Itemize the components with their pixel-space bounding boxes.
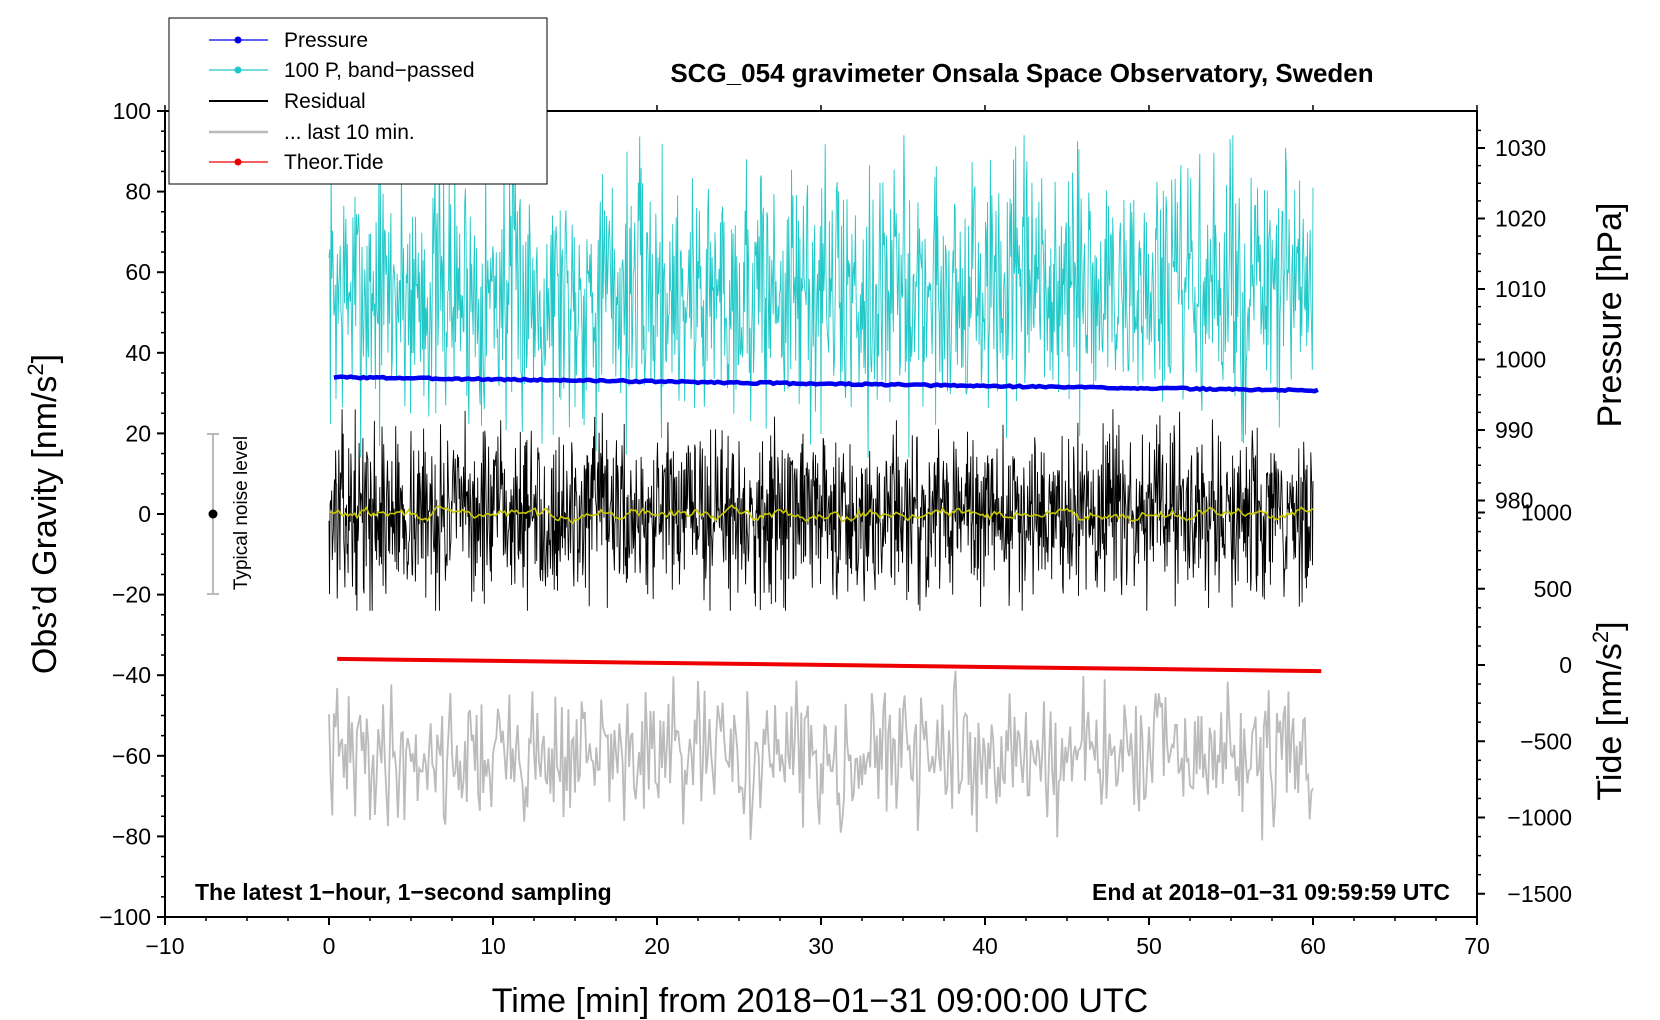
x-tick-label: 40 [972,933,998,959]
tide-tick-label: 1000 [1521,500,1572,526]
series-last-10-min [328,670,1314,841]
series-residual [328,409,1314,611]
chart-title: SCG_054 gravimeter Onsala Space Observat… [670,58,1373,88]
noise-label: Typical noise level [231,436,252,590]
legend-label-residual: Residual [284,90,366,113]
x-tick-label: 10 [480,933,506,959]
tide-tick-label: −500 [1520,728,1572,754]
pressure-axis-label: Pressure [hPa] [1591,203,1629,428]
series-theor-tide [337,656,1322,674]
x-tick-label: 0 [323,933,336,959]
legend-item-residual: Residual [209,90,366,113]
tide-tick-label: −1000 [1507,805,1572,831]
legend-marker-band-passed [234,66,242,74]
legend: Pressure 100 P, band−passed Residual ...… [168,17,548,185]
plot-frame [164,110,1478,918]
x-tick-label: 20 [644,933,670,959]
series-band-passed [328,135,1314,458]
tide-tick-label: −1500 [1507,881,1572,907]
y-tick-label: −80 [112,823,151,849]
note-left: The latest 1−hour, 1−second sampling [195,879,612,905]
y-tick-label: 80 [125,179,151,205]
note-right: End at 2018−01−31 09:59:59 UTC [1092,879,1450,905]
pressure-tick-label: 1030 [1495,135,1546,161]
legend-label-last-10-min: ... last 10 min. [284,121,415,144]
tide-tick-label: 500 [1534,576,1572,602]
legend-marker-pressure [234,36,242,44]
y-tick-label: 20 [125,420,151,446]
x-tick-label: 70 [1464,933,1490,959]
legend-item-band-passed: 100 P, band−passed [209,59,475,82]
x-tick-label: 30 [808,933,834,959]
legend-item-theor-tide: Theor.Tide [209,151,384,174]
y-tick-label: −60 [112,743,151,769]
y-tick-label: 0 [138,501,151,527]
pressure-tick-label: 1010 [1495,276,1546,302]
series-pressure [333,374,1319,394]
x-tick-label: 50 [1136,933,1162,959]
tide-tick-label: 0 [1559,652,1572,678]
pressure-tick-label: 980 [1495,488,1533,514]
x-axis-label: Time [min] from 2018−01−31 09:00:00 UTC [492,982,1148,1020]
y-axis-label: Obs’d Gravity [nm/s2] [23,354,64,674]
legend-label-pressure: Pressure [284,29,368,52]
x-tick-label: 60 [1300,933,1326,959]
y-tick-label: −40 [112,662,151,688]
noise-indicator: Typical noise level [207,433,252,595]
y-tick-label: −20 [112,582,151,608]
pressure-tick-label: 990 [1495,417,1533,443]
y-tick-label: 100 [113,98,151,124]
pressure-tick-label: 1000 [1495,347,1546,373]
legend-item-pressure: Pressure [209,29,368,52]
pressure-tick-label: 1020 [1495,206,1546,232]
y-tick-label: 60 [125,259,151,285]
legend-label-band-passed: 100 P, band−passed [284,59,475,82]
legend-marker-theor-tide [234,158,242,166]
x-tick-label: −10 [145,933,184,959]
legend-item-last-10-min: ... last 10 min. [209,121,415,144]
noise-dot [208,509,218,519]
series-residual-smoothed [328,504,1314,525]
tide-axis-label: Tide [nm/s2] [1588,621,1629,800]
legend-label-theor-tide: Theor.Tide [284,151,384,174]
y-tick-label: −100 [99,904,151,930]
y-tick-label: 40 [125,340,151,366]
